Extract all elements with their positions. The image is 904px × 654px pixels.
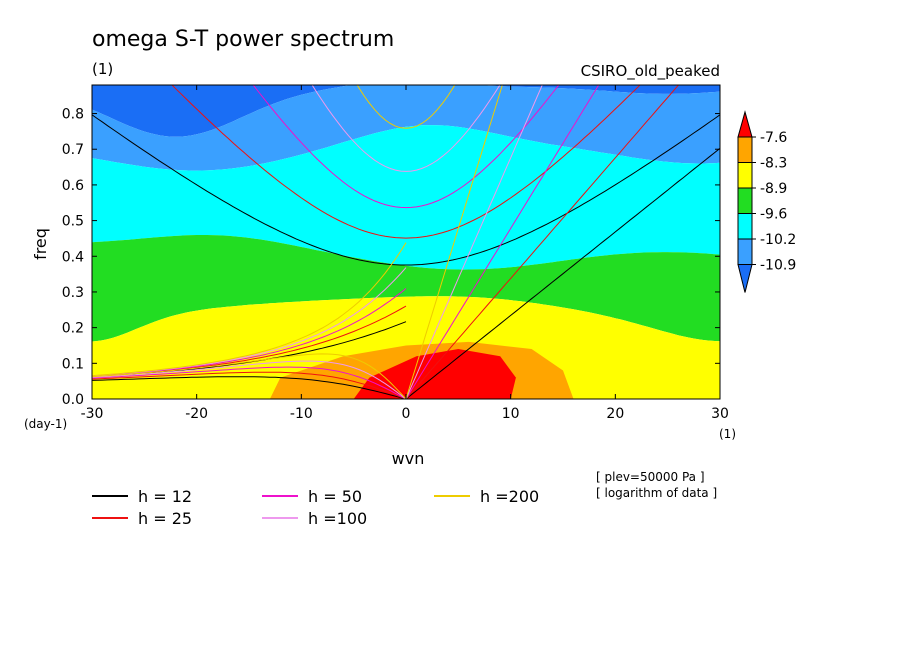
colorbar-cell	[737, 213, 753, 240]
colorbar-label: -7.6	[760, 130, 787, 146]
curve-25	[171, 85, 641, 239]
colorbar-cell	[737, 187, 753, 214]
colorbar-cell	[737, 136, 753, 163]
curve-100	[405, 85, 543, 399]
band--10.9	[92, 85, 720, 137]
curve-50	[252, 85, 560, 209]
y-tick-label: 0.3	[62, 285, 84, 301]
curve-25	[405, 85, 680, 399]
colorbar-cell	[737, 238, 753, 265]
chart-title: omega S-T power spectrum	[92, 27, 394, 52]
y-tick-label: 0.8	[62, 107, 84, 123]
x-tick-label: -20	[185, 406, 208, 422]
note-log: [ logarithm of data ]	[596, 486, 717, 500]
legend-label: h =100	[308, 509, 367, 528]
curve-12	[92, 376, 407, 399]
legend-label: h =200	[480, 487, 539, 506]
y-tick-label: 0.2	[62, 321, 84, 337]
curve-50	[92, 366, 407, 399]
band--8.9	[92, 235, 720, 342]
legend-label: h = 12	[138, 487, 192, 506]
y-tick-label: 0.5	[62, 214, 84, 230]
colorbar-label: -10.9	[760, 258, 796, 274]
x-tick-label: 0	[402, 406, 411, 422]
x-tick-label: -30	[81, 406, 104, 422]
model-label: CSIRO_old_peaked	[581, 62, 720, 81]
colorbar: -7.6 -8.3 -8.9 -9.6 -10.2 -10.9	[737, 110, 796, 293]
y-tick-label: 0.4	[62, 249, 84, 265]
y-tick-label: 0.6	[62, 178, 84, 194]
curve-50	[405, 85, 600, 399]
curve-200	[356, 85, 456, 129]
y-unit-label: (day-1)	[24, 417, 67, 431]
plot-area	[92, 85, 720, 399]
dispersion-200	[92, 85, 503, 399]
x-axis-label: wvn	[392, 449, 425, 468]
curve-100	[311, 85, 501, 172]
colorbar-label: -9.6	[760, 207, 787, 223]
curve-200	[405, 85, 503, 399]
curve-200	[92, 242, 407, 377]
legend: h = 12 h = 25 h = 50 h =100 h =200	[92, 487, 539, 528]
x-tick-label: 20	[606, 406, 624, 422]
curve-100	[92, 360, 407, 399]
dispersion-25	[92, 85, 680, 399]
curve-12	[92, 114, 720, 266]
curve-12	[405, 147, 720, 399]
legend-label: h = 25	[138, 509, 192, 528]
colorbar-label: -10.2	[760, 232, 796, 248]
x-tick-label: 10	[502, 406, 520, 422]
band--10.2	[92, 85, 720, 171]
band--9.6	[92, 125, 720, 270]
y-tick-label: 0.1	[62, 356, 84, 372]
colorbar-label: -8.3	[760, 156, 787, 172]
chart-subtitle: (1)	[92, 60, 113, 78]
colorbar-cell	[737, 110, 753, 138]
curve-25	[92, 371, 407, 399]
y-tick-label: 0.0	[62, 392, 84, 408]
y-tick-label: 0.7	[62, 142, 84, 158]
x-tick-label: 30	[711, 406, 729, 422]
colorbar-cell	[737, 264, 753, 293]
x-tick-label: -10	[290, 406, 313, 422]
legend-label: h = 50	[308, 487, 362, 506]
colorbar-label: -8.9	[760, 181, 787, 197]
y-axis-label: freq	[31, 228, 50, 260]
note-plev: [ plev=50000 Pa ]	[596, 470, 705, 484]
colorbar-cell	[737, 162, 753, 189]
x-unit-label: (1)	[719, 427, 736, 441]
curve-200	[92, 353, 407, 399]
